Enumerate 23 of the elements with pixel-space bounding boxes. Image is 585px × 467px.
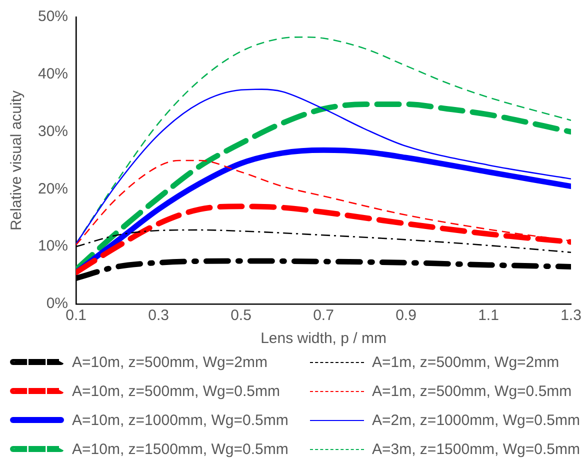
x-tick-label: 0.1 (66, 307, 86, 324)
legend-label: A=1m, z=500mm, Wg=2mm (372, 354, 560, 370)
legend-label: A=3m, z=1500mm, Wg=0.5mm (372, 440, 580, 458)
y-tick-label: 20% (38, 180, 68, 198)
x-tick-label: 0.7 (313, 307, 334, 324)
y-tick-label: 40% (38, 66, 68, 83)
y-tick-label: 30% (38, 122, 68, 140)
x-tick-label: 0.9 (396, 307, 416, 324)
y-tick-label: 10% (38, 238, 68, 255)
x-tick-label: 1.3 (560, 307, 582, 324)
x-tick-label: 0.5 (230, 307, 252, 324)
line-series (76, 88, 571, 244)
x-tick-label: 1.1 (478, 307, 499, 324)
legend-label: A=2m, z=1000mm, Wg=0.5mm (372, 412, 580, 428)
legend-label: A=10m, z=1500mm, Wg=0.5mm (72, 440, 288, 458)
y-axis-title: Relative visual acuity (8, 90, 26, 231)
legend-label: A=10m, z=500mm, Wg=2mm (72, 354, 268, 370)
x-axis-title: Lens width, p / mm (260, 330, 386, 348)
legend-label: A=1m, z=500mm, Wg=0.5mm (372, 382, 572, 400)
y-tick-label: 50% (38, 8, 68, 26)
legend-label: A=10m, z=1000mm, Wg=0.5mm (72, 412, 288, 428)
x-tick-label: 0.3 (148, 307, 169, 324)
legend-label: A=10m, z=500mm, Wg=0.5mm (72, 382, 280, 400)
